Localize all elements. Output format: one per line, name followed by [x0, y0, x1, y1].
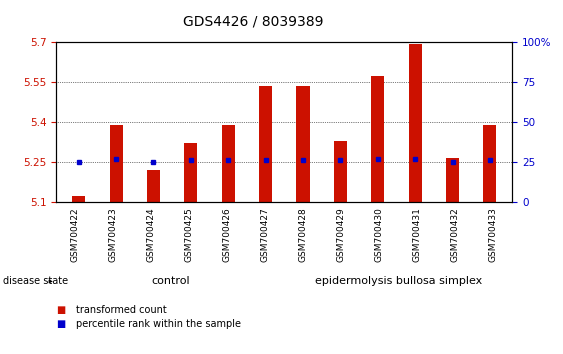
Bar	[297, 86, 310, 202]
Text: ■: ■	[56, 319, 65, 329]
Text: GSM700424: GSM700424	[147, 207, 156, 262]
Text: ■: ■	[56, 305, 65, 315]
Text: GSM700429: GSM700429	[337, 207, 346, 262]
Text: GSM700428: GSM700428	[299, 207, 308, 262]
Text: disease state: disease state	[3, 276, 68, 286]
Text: control: control	[151, 276, 190, 286]
Text: GSM700430: GSM700430	[375, 207, 384, 262]
Bar	[371, 76, 385, 202]
Bar	[110, 125, 123, 202]
Bar	[147, 170, 160, 202]
Bar	[72, 196, 85, 202]
Bar	[222, 125, 235, 202]
Text: GSM700422: GSM700422	[71, 207, 80, 262]
Text: GSM700426: GSM700426	[223, 207, 232, 262]
Text: GSM700425: GSM700425	[185, 207, 194, 262]
Text: GSM700432: GSM700432	[451, 207, 460, 262]
Text: GDS4426 / 8039389: GDS4426 / 8039389	[183, 14, 324, 28]
Text: GSM700423: GSM700423	[109, 207, 118, 262]
Text: percentile rank within the sample: percentile rank within the sample	[76, 319, 241, 329]
Bar	[184, 143, 198, 202]
Text: GSM700433: GSM700433	[489, 207, 498, 262]
Bar	[446, 158, 459, 202]
Text: transformed count: transformed count	[76, 305, 167, 315]
Text: GSM700431: GSM700431	[413, 207, 422, 262]
Bar	[409, 44, 422, 202]
Text: epidermolysis bullosa simplex: epidermolysis bullosa simplex	[315, 276, 482, 286]
Bar	[259, 86, 272, 202]
Bar	[334, 141, 347, 202]
Text: GSM700427: GSM700427	[261, 207, 270, 262]
Bar	[484, 125, 497, 202]
